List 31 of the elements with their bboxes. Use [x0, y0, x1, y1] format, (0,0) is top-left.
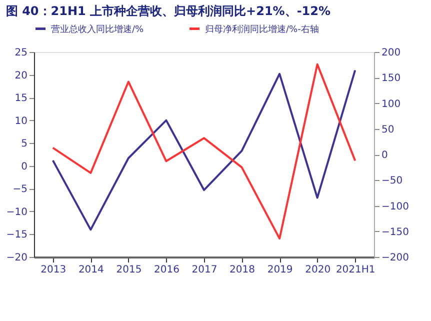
x-tick-label: 2014	[78, 264, 104, 276]
chart-title: 图 40：21H1 上市种企营收、归母利润同比+21%、-12%	[6, 4, 331, 18]
y-tick-label: 10	[14, 116, 28, 127]
y-tick-label: 15	[14, 93, 28, 104]
y2-tick-label: −150	[382, 226, 409, 238]
x-tick-label: 2015	[116, 264, 142, 276]
y2-tick-label: 150	[382, 73, 401, 84]
y2-tick-label: 0	[382, 150, 388, 161]
y-tick-label: 0	[21, 161, 28, 172]
x-tick-label: 2013	[40, 264, 66, 276]
y-tick-label: −15	[6, 230, 28, 241]
y-tick-label: 25	[14, 48, 28, 58]
y2-tick-label: 100	[382, 98, 401, 110]
y-tick-label: −5	[12, 184, 28, 196]
y-tick-label: 20	[14, 70, 28, 82]
x-tick-label: 2021H1	[336, 264, 376, 276]
y-tick-label: −10	[6, 206, 28, 218]
x-tick-label: 2017	[192, 264, 218, 276]
y2-tick-label: −100	[382, 201, 409, 212]
y2-tick-label: −200	[382, 252, 409, 264]
x-tick-label: 2016	[154, 264, 180, 276]
x-tick-label: 2018	[230, 264, 256, 276]
y-tick-label: 5	[21, 138, 28, 150]
y2-tick-label: 50	[382, 124, 394, 136]
y-tick-label: −20	[6, 252, 28, 264]
x-tick-label: 2019	[267, 264, 293, 276]
x-tick-label: 2020	[305, 264, 331, 276]
legend-label: 归母净利润同比增速/%-右轴	[205, 24, 319, 35]
y2-tick-label: 200	[382, 48, 401, 58]
y2-tick-label: −50	[382, 176, 403, 187]
legend-label: 营业总收入同比增速/%	[51, 24, 144, 35]
